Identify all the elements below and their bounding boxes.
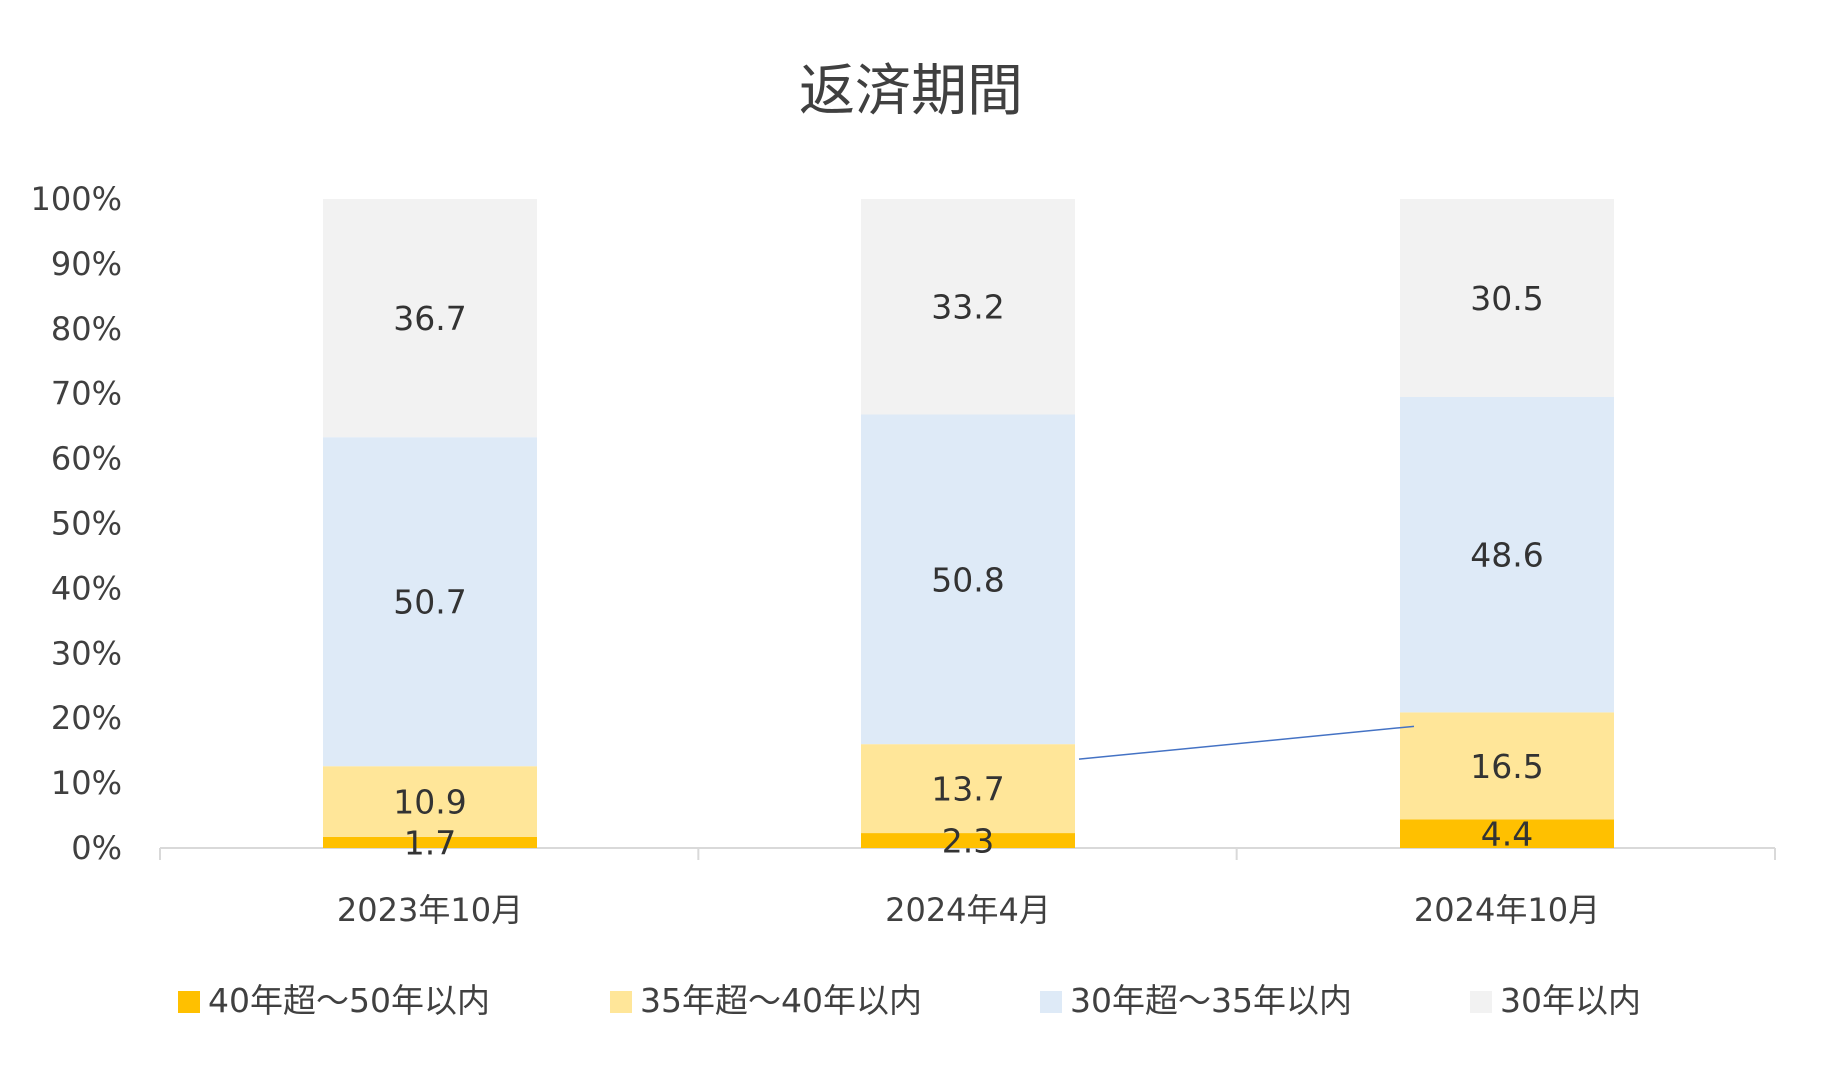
- y-tick-label: 80%: [51, 310, 122, 348]
- y-tick-label: 30%: [51, 634, 122, 672]
- legend-label: 35年超～40年以内: [640, 981, 922, 1020]
- legend-swatch: [178, 991, 200, 1013]
- y-tick-label: 60%: [51, 440, 122, 478]
- bar-segment: [861, 833, 1075, 848]
- bar-segment: [323, 437, 537, 767]
- bar-segment: [861, 744, 1075, 834]
- data-labels-group: 1.710.9 50.7 36.7 2.3 13.7 50.8 33.2 4.4 16.5 48.…: [393, 279, 1543, 863]
- y-tick-label: 20%: [51, 699, 122, 737]
- x-category-label: 2024年4月: [885, 891, 1051, 929]
- data-label: 1.7: [404, 823, 456, 862]
- data-label: 50.8: [931, 560, 1004, 599]
- data-label: 2.3: [942, 822, 994, 861]
- bar-segment: [323, 766, 537, 837]
- y-axis: 0% 10% 20% 30% 40% 50% 60% 70% 80% 90% 100%: [31, 180, 122, 867]
- bar-segment: [323, 836, 537, 848]
- y-tick-label: 50%: [51, 505, 122, 543]
- legend-label: 30年以内: [1500, 981, 1641, 1020]
- annotation-line: [1078, 725, 1415, 760]
- data-label: 48.6: [1470, 536, 1543, 575]
- data-label: 36.7: [393, 299, 466, 338]
- y-tick-label: 40%: [51, 569, 122, 607]
- y-tick-label: 90%: [51, 245, 122, 283]
- y-tick-label: 70%: [51, 375, 122, 413]
- bar-segment: [1400, 712, 1614, 820]
- data-label: 50.7: [393, 583, 466, 622]
- legend-label: 30年超～35年以内: [1070, 981, 1352, 1020]
- y-tick-label: 10%: [51, 764, 122, 802]
- bar-segment: [1400, 396, 1614, 713]
- chart-title: 返済期間: [799, 59, 1023, 124]
- x-category-label: 2024年10月: [1414, 891, 1600, 929]
- legend: 40年超～50年以内 35年超～40年以内 30年超～35年以内 30年以内: [178, 981, 1641, 1020]
- annotations-group: [1078, 725, 1415, 760]
- bar-segment: [861, 199, 1075, 415]
- legend-label: 40年超～50年以内: [208, 981, 490, 1020]
- bar-segment: [1400, 199, 1614, 397]
- legend-swatch: [1470, 991, 1492, 1013]
- bar-segment: [323, 199, 537, 438]
- bar-segment: [861, 414, 1075, 745]
- data-label: 10.9: [393, 783, 466, 822]
- data-label: 4.4: [1481, 815, 1533, 854]
- y-tick-label: 0%: [71, 829, 122, 867]
- bar-segment: [1400, 819, 1614, 848]
- legend-swatch: [1040, 991, 1062, 1013]
- legend-swatch: [610, 991, 632, 1013]
- data-label: 33.2: [931, 288, 1004, 327]
- x-axis: 2023年10月 2024年4月 2024年10月: [159, 847, 1776, 929]
- data-label: 16.5: [1470, 747, 1543, 786]
- data-label: 13.7: [931, 770, 1004, 809]
- data-label: 30.5: [1470, 279, 1543, 318]
- x-category-label: 2023年10月: [337, 891, 523, 929]
- y-tick-label: 100%: [31, 180, 122, 218]
- bars-group: [323, 199, 1614, 848]
